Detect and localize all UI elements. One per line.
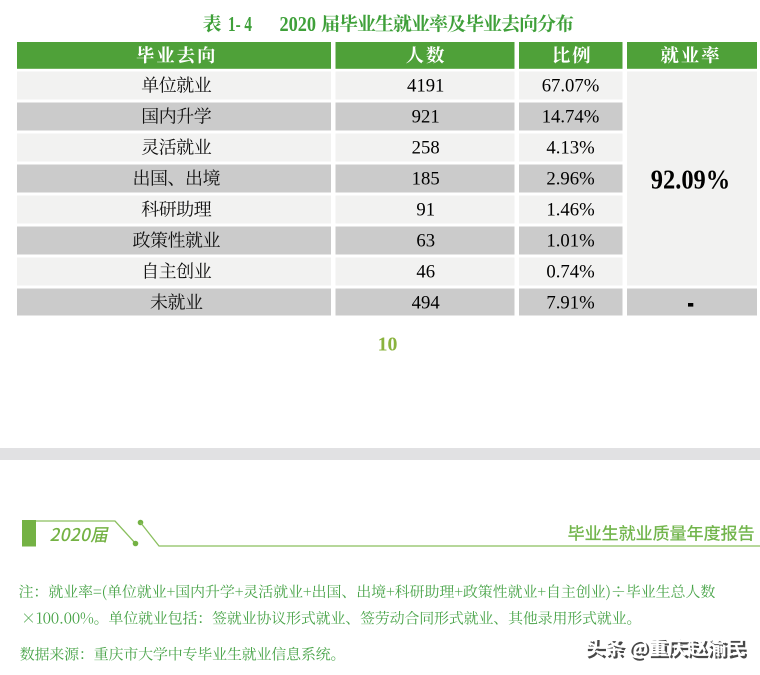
svg-text:185: 185 — [412, 168, 440, 189]
svg-text:2020: 2020 — [280, 14, 317, 36]
svg-text:4191: 4191 — [407, 75, 444, 96]
svg-text:10: 10 — [378, 334, 398, 356]
svg-text:1- 4: 1- 4 — [228, 14, 252, 36]
svg-text:494: 494 — [412, 292, 441, 313]
svg-text:7.91%: 7.91% — [546, 292, 594, 313]
svg-text:14.74%: 14.74% — [542, 106, 600, 127]
svg-text:92.09%: 92.09% — [651, 165, 731, 195]
svg-text:258: 258 — [412, 137, 440, 158]
svg-text:4.13%: 4.13% — [546, 137, 594, 158]
svg-text:67.07%: 67.07% — [542, 75, 600, 96]
svg-text:2.96%: 2.96% — [546, 168, 594, 189]
svg-text:1.01%: 1.01% — [546, 230, 594, 251]
svg-text:1.46%: 1.46% — [546, 199, 594, 220]
svg-text:46: 46 — [416, 261, 435, 282]
svg-text:921: 921 — [412, 106, 440, 127]
svg-text:91: 91 — [416, 199, 435, 220]
svg-text:0.74%: 0.74% — [546, 261, 594, 282]
svg-text:63: 63 — [416, 230, 435, 251]
